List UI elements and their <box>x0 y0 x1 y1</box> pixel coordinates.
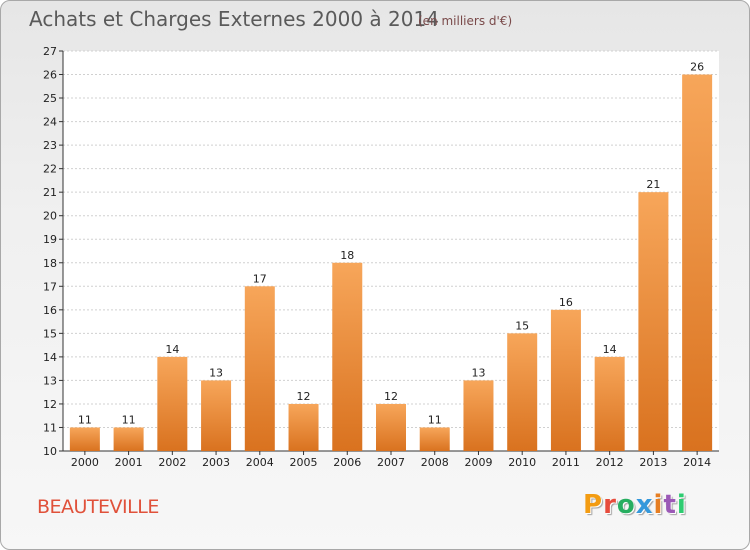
y-tick-label: 13 <box>43 374 57 387</box>
data-label: 21 <box>646 178 660 191</box>
bar <box>201 380 232 451</box>
y-tick-label: 17 <box>43 280 57 293</box>
y-tick-label: 11 <box>43 421 57 434</box>
y-tick-label: 22 <box>43 163 57 176</box>
x-tick-label: 2001 <box>115 456 143 469</box>
y-tick-label: 26 <box>43 69 57 82</box>
bar <box>419 427 450 451</box>
data-label: 11 <box>122 413 136 426</box>
x-tick-label: 2013 <box>639 456 667 469</box>
y-tick-label: 19 <box>43 233 57 246</box>
chart-subtitle: (en milliers d'€) <box>418 14 513 28</box>
data-label: 18 <box>340 249 354 262</box>
chart-title: Achats et Charges Externes 2000 à 2014 <box>29 7 439 31</box>
proxiti-logo: Proxiti <box>583 490 687 520</box>
y-tick-label: 15 <box>43 327 57 340</box>
bar <box>682 74 713 451</box>
y-tick-label: 23 <box>43 139 57 152</box>
x-tick-label: 2000 <box>71 456 99 469</box>
bar <box>550 309 581 451</box>
brand-letter: i <box>653 490 664 520</box>
bar <box>288 403 319 451</box>
x-tick-label: 2009 <box>464 456 492 469</box>
y-tick-label: 27 <box>43 45 57 58</box>
x-tick-label: 2003 <box>202 456 230 469</box>
brand-letter: r <box>603 490 617 520</box>
x-tick-label: 2012 <box>596 456 624 469</box>
x-tick-label: 2006 <box>333 456 361 469</box>
x-tick-label: 2004 <box>246 456 274 469</box>
y-tick-label: 14 <box>43 351 57 364</box>
x-tick-label: 2005 <box>290 456 318 469</box>
data-label: 11 <box>78 413 92 426</box>
y-tick-label: 12 <box>43 398 57 411</box>
y-tick-label: 21 <box>43 186 57 199</box>
data-label: 14 <box>165 343 179 356</box>
bar <box>244 286 275 451</box>
y-tick-label: 20 <box>43 210 57 223</box>
bar <box>463 380 494 451</box>
brand-letter: o <box>616 490 636 520</box>
y-tick-label: 10 <box>43 445 57 458</box>
data-label: 12 <box>297 390 311 403</box>
bar <box>69 427 100 451</box>
data-label: 17 <box>253 272 267 285</box>
brand-letter: t <box>663 490 677 520</box>
data-label: 13 <box>471 366 485 379</box>
data-label: 15 <box>515 319 529 332</box>
bar <box>507 333 538 451</box>
data-label: 11 <box>428 413 442 426</box>
x-tick-label: 2011 <box>552 456 580 469</box>
y-tick-label: 16 <box>43 304 57 317</box>
data-label: 14 <box>603 343 617 356</box>
y-tick-label: 24 <box>43 116 57 129</box>
data-label: 13 <box>209 366 223 379</box>
bar <box>638 192 669 452</box>
brand-letter: x <box>635 490 654 520</box>
data-label: 16 <box>559 296 573 309</box>
bar <box>157 356 188 451</box>
x-tick-label: 2002 <box>158 456 186 469</box>
y-tick-label: 25 <box>43 92 57 105</box>
x-tick-label: 2008 <box>421 456 449 469</box>
brand-letter: i <box>676 490 687 520</box>
bar <box>113 427 144 451</box>
y-tick-label: 18 <box>43 257 57 270</box>
brand-letter: P <box>583 490 604 520</box>
bar <box>332 262 363 451</box>
data-label: 12 <box>384 390 398 403</box>
x-tick-label: 2007 <box>377 456 405 469</box>
data-label: 26 <box>690 61 704 74</box>
commune-name: BEAUTEVILLE <box>37 496 159 518</box>
x-tick-label: 2014 <box>683 456 711 469</box>
x-tick-label: 2010 <box>508 456 536 469</box>
bar <box>594 356 625 451</box>
bar <box>376 403 406 451</box>
